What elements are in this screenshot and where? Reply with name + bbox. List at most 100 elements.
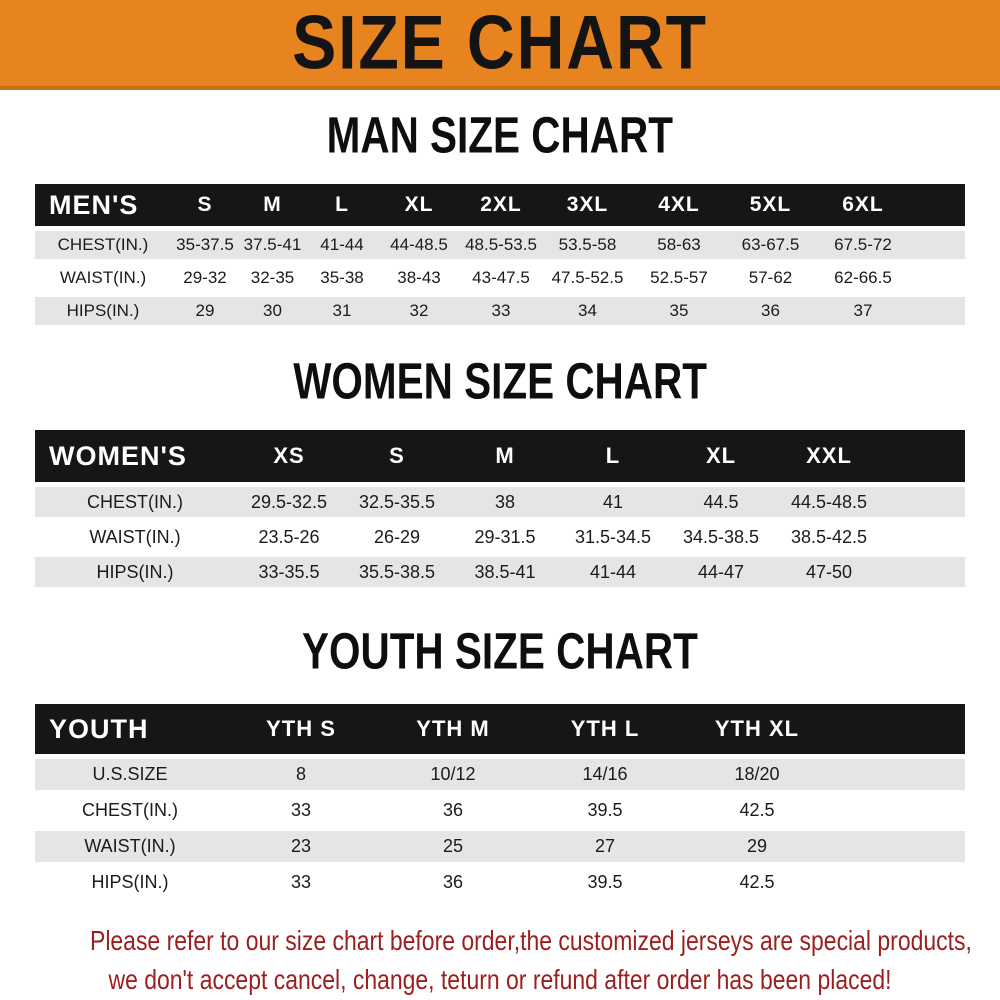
size-value: 35-37.5 xyxy=(171,231,239,259)
women-section: WOMEN SIZE CHART WOMEN'S XS S M L XL XXL CHEST(… xyxy=(0,352,1000,592)
row-spacer xyxy=(833,867,965,898)
men-heading-text: MAN SIZE CHART xyxy=(326,106,674,164)
size-value: 42.5 xyxy=(681,795,833,826)
size-value: 31 xyxy=(306,297,378,325)
size-column-header: 2XL xyxy=(460,184,542,226)
size-column-header: YTH S xyxy=(225,704,377,754)
size-value: 44-48.5 xyxy=(378,231,460,259)
size-value: 10/12 xyxy=(377,759,529,790)
youth-measurement-row: CHEST(IN.) 33 36 39.5 42.5 xyxy=(35,795,965,826)
size-value: 23 xyxy=(225,831,377,862)
size-value: 32 xyxy=(378,297,460,325)
men-measurement-row: HIPS(IN.) 29 30 31 32 33 34 35 36 37 xyxy=(35,297,965,325)
row-spacer xyxy=(883,522,965,552)
row-label: WAIST(IN.) xyxy=(35,522,235,552)
header-spacer xyxy=(883,430,965,482)
row-label: CHEST(IN.) xyxy=(35,795,225,826)
size-value: 36 xyxy=(377,867,529,898)
size-value: 34 xyxy=(542,297,633,325)
row-label: CHEST(IN.) xyxy=(35,487,235,517)
notice-line-1: Please refer to our size chart before or… xyxy=(90,925,972,956)
row-spacer xyxy=(910,231,965,259)
size-value: 57-62 xyxy=(725,264,816,292)
size-value: 38 xyxy=(451,487,559,517)
size-value: 31.5-34.5 xyxy=(559,522,667,552)
size-value: 27 xyxy=(529,831,681,862)
size-column-header: YTH M xyxy=(377,704,529,754)
size-column-header: 4XL xyxy=(633,184,725,226)
size-value: 44.5-48.5 xyxy=(775,487,883,517)
size-column-header: XXL xyxy=(775,430,883,482)
size-column-header: S xyxy=(171,184,239,226)
size-value: 35 xyxy=(633,297,725,325)
size-value: 38.5-42.5 xyxy=(775,522,883,552)
size-value: 26-29 xyxy=(343,522,451,552)
men-measurement-row: CHEST(IN.) 35-37.5 37.5-41 41-44 44-48.5 48.5… xyxy=(35,231,965,259)
youth-table-title: YOUTH xyxy=(35,704,225,754)
row-spacer xyxy=(833,831,965,862)
size-value: 33 xyxy=(225,795,377,826)
men-measurement-row: WAIST(IN.) 29-32 32-35 35-38 38-43 43-47.5 47.… xyxy=(35,264,965,292)
page-title: SIZE CHART xyxy=(292,0,708,86)
row-label: HIPS(IN.) xyxy=(35,557,235,587)
women-table-title: WOMEN'S xyxy=(35,430,235,482)
size-value: 33 xyxy=(225,867,377,898)
row-spacer xyxy=(883,487,965,517)
size-value: 67.5-72 xyxy=(816,231,910,259)
men-size-table: MEN'S S M L XL 2XL 3XL 4XL 5XL 6XL CHEST(IN.) 35-37… xyxy=(35,179,965,330)
size-column-header: M xyxy=(451,430,559,482)
size-value: 41-44 xyxy=(559,557,667,587)
header-spacer xyxy=(833,704,965,754)
size-value: 36 xyxy=(725,297,816,325)
size-value: 18/20 xyxy=(681,759,833,790)
size-column-header: XL xyxy=(667,430,775,482)
men-section: MAN SIZE CHART MEN'S S M L XL 2XL 3XL 4XL 5XL 6XL… xyxy=(0,106,1000,330)
order-notice: Please refer to our size chart before or… xyxy=(0,921,1000,999)
size-value: 36 xyxy=(377,795,529,826)
size-column-header: 3XL xyxy=(542,184,633,226)
row-spacer xyxy=(883,557,965,587)
row-label: WAIST(IN.) xyxy=(35,264,171,292)
size-value: 38-43 xyxy=(378,264,460,292)
size-value: 29 xyxy=(171,297,239,325)
size-value: 37.5-41 xyxy=(239,231,306,259)
youth-measurement-row: WAIST(IN.) 23 25 27 29 xyxy=(35,831,965,862)
size-value: 32-35 xyxy=(239,264,306,292)
size-value: 33-35.5 xyxy=(235,557,343,587)
men-section-heading: MAN SIZE CHART xyxy=(0,106,1000,169)
row-label: WAIST(IN.) xyxy=(35,831,225,862)
row-label: U.S.SIZE xyxy=(35,759,225,790)
row-spacer xyxy=(910,297,965,325)
size-column-header: M xyxy=(239,184,306,226)
size-value: 33 xyxy=(460,297,542,325)
size-value: 44.5 xyxy=(667,487,775,517)
women-measurement-row: CHEST(IN.) 29.5-32.5 32.5-35.5 38 41 44.5 44.5… xyxy=(35,487,965,517)
youth-size-table: YOUTH YTH S YTH M YTH L YTH XL U.S.SIZE 8 10/12… xyxy=(35,699,965,903)
men-table-header-row: MEN'S S M L XL 2XL 3XL 4XL 5XL 6XL xyxy=(35,184,965,226)
size-value: 41-44 xyxy=(306,231,378,259)
size-value: 47-50 xyxy=(775,557,883,587)
header-spacer xyxy=(910,184,965,226)
notice-line-2: we don't accept cancel, change, teturn o… xyxy=(108,964,892,995)
size-value: 41 xyxy=(559,487,667,517)
youth-measurement-row: HIPS(IN.) 33 36 39.5 42.5 xyxy=(35,867,965,898)
size-column-header: XS xyxy=(235,430,343,482)
size-value: 29-32 xyxy=(171,264,239,292)
size-value: 38.5-41 xyxy=(451,557,559,587)
size-value: 48.5-53.5 xyxy=(460,231,542,259)
size-value: 58-63 xyxy=(633,231,725,259)
row-label: CHEST(IN.) xyxy=(35,231,171,259)
women-heading-text: WOMEN SIZE CHART xyxy=(293,352,707,410)
women-measurement-row: WAIST(IN.) 23.5-26 26-29 29-31.5 31.5-34.5 34… xyxy=(35,522,965,552)
size-value: 29 xyxy=(681,831,833,862)
size-column-header: XL xyxy=(378,184,460,226)
row-label: HIPS(IN.) xyxy=(35,297,171,325)
size-value: 35-38 xyxy=(306,264,378,292)
men-table-title: MEN'S xyxy=(35,184,171,226)
women-section-heading: WOMEN SIZE CHART xyxy=(0,352,1000,415)
size-value: 37 xyxy=(816,297,910,325)
size-value: 34.5-38.5 xyxy=(667,522,775,552)
row-spacer xyxy=(833,795,965,826)
size-value: 52.5-57 xyxy=(633,264,725,292)
